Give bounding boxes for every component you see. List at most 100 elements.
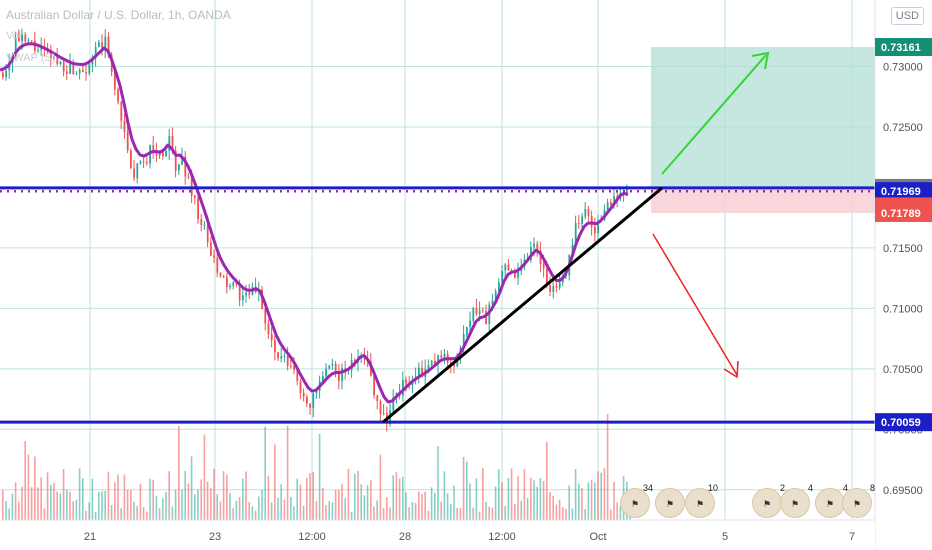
volume-bar (507, 477, 510, 520)
down-arrow (652, 233, 738, 376)
volume-bar (597, 471, 599, 520)
candle (168, 136, 171, 151)
volume-bar (165, 492, 167, 520)
volume-bar (88, 502, 90, 520)
candle (270, 334, 273, 341)
trend-line (382, 186, 663, 424)
volume-bar (328, 501, 330, 520)
volume-bar (395, 471, 398, 520)
candle (552, 285, 555, 292)
volume-bar (296, 478, 298, 520)
volume-bar (392, 475, 394, 520)
volume-bar (616, 502, 618, 520)
volume-bar (85, 510, 87, 520)
volume-bar (565, 508, 567, 520)
au-flag-event-icon[interactable]: ⚑ 4 (780, 483, 813, 518)
candle (478, 310, 481, 315)
volume-bar (478, 511, 481, 520)
volume-bar (536, 486, 538, 520)
volume-bar (360, 484, 362, 520)
candle (434, 360, 436, 365)
candle (405, 379, 407, 384)
volume-bar (578, 483, 580, 520)
candle (146, 162, 148, 164)
chart-title: Australian Dollar / U.S. Dollar, 1h, OAN… (6, 8, 231, 22)
volume-bar (366, 485, 369, 520)
price-tag-label: 0.70059 (881, 417, 921, 429)
candle (283, 355, 286, 357)
volume-bar (98, 492, 100, 520)
volume-bar (309, 473, 311, 520)
volume-bar (72, 501, 74, 520)
candle (18, 37, 20, 41)
us-flag-event-icon[interactable]: ⚑ 34 (620, 483, 653, 518)
volume-bar (302, 505, 305, 520)
volume-bar (139, 483, 142, 520)
us-flag-event-icon[interactable]: ⚑ 8 (842, 483, 875, 518)
volume-bar (443, 471, 446, 520)
volume-bar (94, 511, 97, 520)
candle (216, 257, 219, 273)
y-tick-label: 0.73000 (883, 62, 923, 74)
volume-bar (318, 433, 321, 520)
volume-bar (472, 507, 474, 520)
candle (402, 379, 404, 396)
volume-bar (405, 492, 407, 520)
candle (66, 71, 68, 74)
volume-bar (562, 507, 564, 520)
price-tag-label: 0.73161 (881, 42, 921, 54)
volume-bar (549, 492, 551, 520)
volume-bar (229, 493, 231, 520)
volume-bar (341, 484, 343, 520)
candle (142, 161, 145, 163)
volume-bar (91, 478, 94, 520)
price-tag-label: 0.71969 (881, 186, 921, 198)
candle (539, 250, 542, 264)
candle (165, 150, 167, 157)
candle (50, 49, 52, 60)
price-tag (875, 38, 932, 57)
volume-bar (254, 510, 257, 520)
volume-bar (350, 511, 353, 520)
y-tick-label: 0.71500 (883, 243, 923, 255)
volume-bar (21, 486, 23, 520)
x-tick-label: Oct (589, 531, 606, 543)
us-flag-event-icon[interactable]: ⚑ 4 (815, 483, 848, 518)
candle (21, 34, 23, 41)
volume-bar (552, 495, 554, 520)
us-flag-event-icon[interactable]: ⚑ 10 (685, 483, 718, 518)
candle (107, 36, 110, 56)
volume-bar (418, 491, 420, 520)
volume-bar (421, 494, 423, 520)
candle (587, 208, 590, 216)
volume-bar (437, 446, 439, 520)
candle (274, 340, 276, 353)
candle (293, 365, 295, 370)
volume-bar (498, 469, 500, 520)
currency-button[interactable]: USD (890, 7, 924, 25)
volume-bar (469, 483, 471, 520)
candle (590, 215, 593, 227)
up-arrow (661, 54, 767, 175)
x-tick-label: 21 (84, 531, 96, 543)
volume-bar (440, 501, 442, 520)
volume-bar (427, 510, 430, 520)
candle (59, 61, 62, 65)
volume-bar (414, 502, 417, 520)
candle (139, 161, 142, 164)
candle (206, 224, 209, 243)
us-flag-event-icon[interactable]: ⚑ 2 (752, 483, 785, 518)
volume-bar (491, 507, 494, 520)
volume-bar (66, 489, 68, 520)
volume-bar (27, 454, 30, 520)
au-flag-event-icon[interactable]: ⚑ (655, 488, 685, 518)
volume-bar (530, 477, 532, 520)
candle (91, 57, 94, 65)
x-tick-label: 12:00 (488, 531, 516, 543)
candle (533, 243, 535, 248)
candle (24, 34, 27, 42)
vwap-line (0, 42, 629, 404)
candle (338, 371, 340, 381)
candle (299, 380, 302, 393)
